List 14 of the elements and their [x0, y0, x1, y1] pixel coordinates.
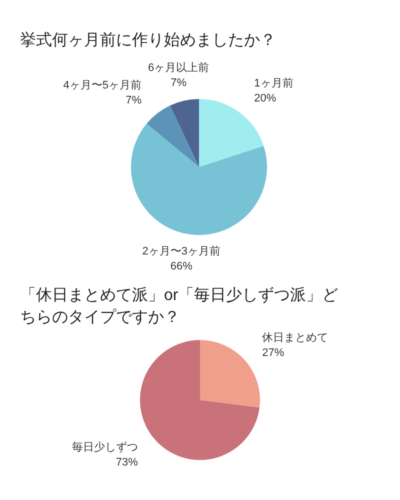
data-label: 27%: [262, 346, 284, 359]
chart-title: 「休日まとめて派」or「毎日少しずつ派」どちらのタイプですか？: [20, 286, 340, 328]
slice-label: 2ヶ月〜3ヶ月前: [142, 246, 221, 258]
slice-label: 6ヶ月以上前: [148, 60, 210, 74]
chart-title: 挙式何ヶ月前に作り始めましたか？: [20, 30, 277, 51]
slice-label: 4ヶ月〜5ヶ月前: [63, 79, 142, 92]
slice-label: 休日まとめて: [262, 332, 328, 344]
data-label: 20%: [254, 92, 276, 105]
data-label: 7%: [126, 94, 142, 106]
slice-label: 毎日少しずつ: [72, 440, 138, 454]
slice-label: 1ヶ月前: [254, 78, 294, 90]
data-label: 7%: [170, 76, 187, 89]
data-label: 66%: [170, 260, 193, 273]
data-label: 73%: [116, 456, 138, 468]
